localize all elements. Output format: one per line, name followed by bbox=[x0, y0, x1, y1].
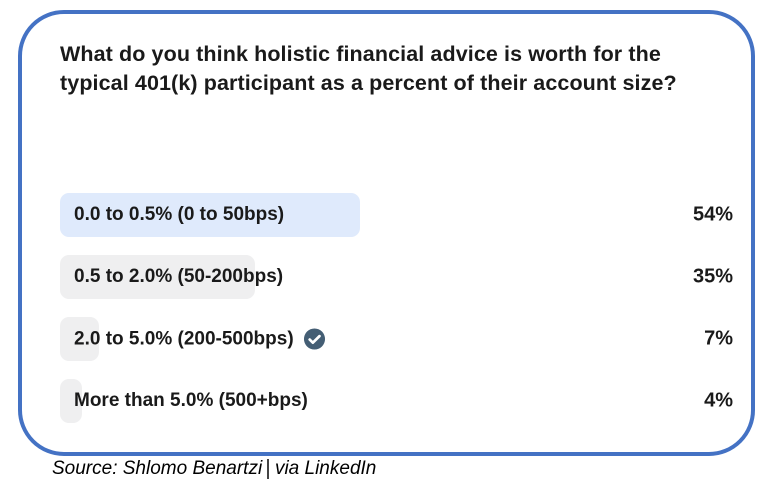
poll-option-percent: 35% bbox=[692, 265, 733, 288]
source-caption: Source: Shlomo Benartzi via LinkedIn bbox=[52, 458, 376, 480]
poll-option-label: 2.0 to 5.0% (200-500bps) bbox=[74, 328, 294, 349]
poll-question: What do you think holistic financial adv… bbox=[60, 42, 677, 96]
poll-option-row[interactable]: 0.0 to 0.5% (0 to 50bps) 54% bbox=[60, 193, 733, 237]
poll-result-bar bbox=[60, 379, 83, 423]
source-text-prefix: Source: Shlomo Benartzi bbox=[52, 458, 263, 479]
poll-option-row[interactable]: More than 5.0% (500+bps) 4% bbox=[60, 379, 733, 423]
poll-option-label: 0.0 to 0.5% (0 to 50bps) bbox=[74, 204, 285, 225]
poll-option-row[interactable]: 0.5 to 2.0% (50-200bps) 35% bbox=[60, 255, 733, 299]
poll-option-label-group: More than 5.0% (500+bps) bbox=[74, 390, 308, 412]
poll-option-label-group: 0.0 to 0.5% (0 to 50bps) bbox=[74, 204, 284, 226]
poll-options-list: 0.0 to 0.5% (0 to 50bps) 54% 0.5 to 2.0%… bbox=[22, 193, 751, 441]
source-text-suffix: via LinkedIn bbox=[274, 458, 377, 479]
poll-option-label: More than 5.0% (500+bps) bbox=[74, 390, 308, 411]
poll-option-percent: 4% bbox=[704, 389, 733, 412]
poll-option-row[interactable]: 2.0 to 5.0% (200-500bps) 7% bbox=[60, 317, 733, 361]
poll-option-label: 0.5 to 2.0% (50-200bps) bbox=[74, 266, 284, 287]
poll-option-label-group: 0.5 to 2.0% (50-200bps) bbox=[74, 266, 283, 288]
poll-card: What do you think holistic financial adv… bbox=[18, 10, 755, 456]
poll-option-percent: 54% bbox=[692, 203, 733, 226]
poll-option-percent: 7% bbox=[704, 327, 733, 350]
poll-result-bar bbox=[60, 255, 255, 299]
text-cursor-icon bbox=[267, 459, 269, 479]
poll-option-label-group: 2.0 to 5.0% (200-500bps) bbox=[74, 328, 326, 351]
poll-result-bar bbox=[60, 317, 99, 361]
voted-check-icon bbox=[303, 328, 326, 351]
poll-result-bar bbox=[60, 193, 361, 237]
